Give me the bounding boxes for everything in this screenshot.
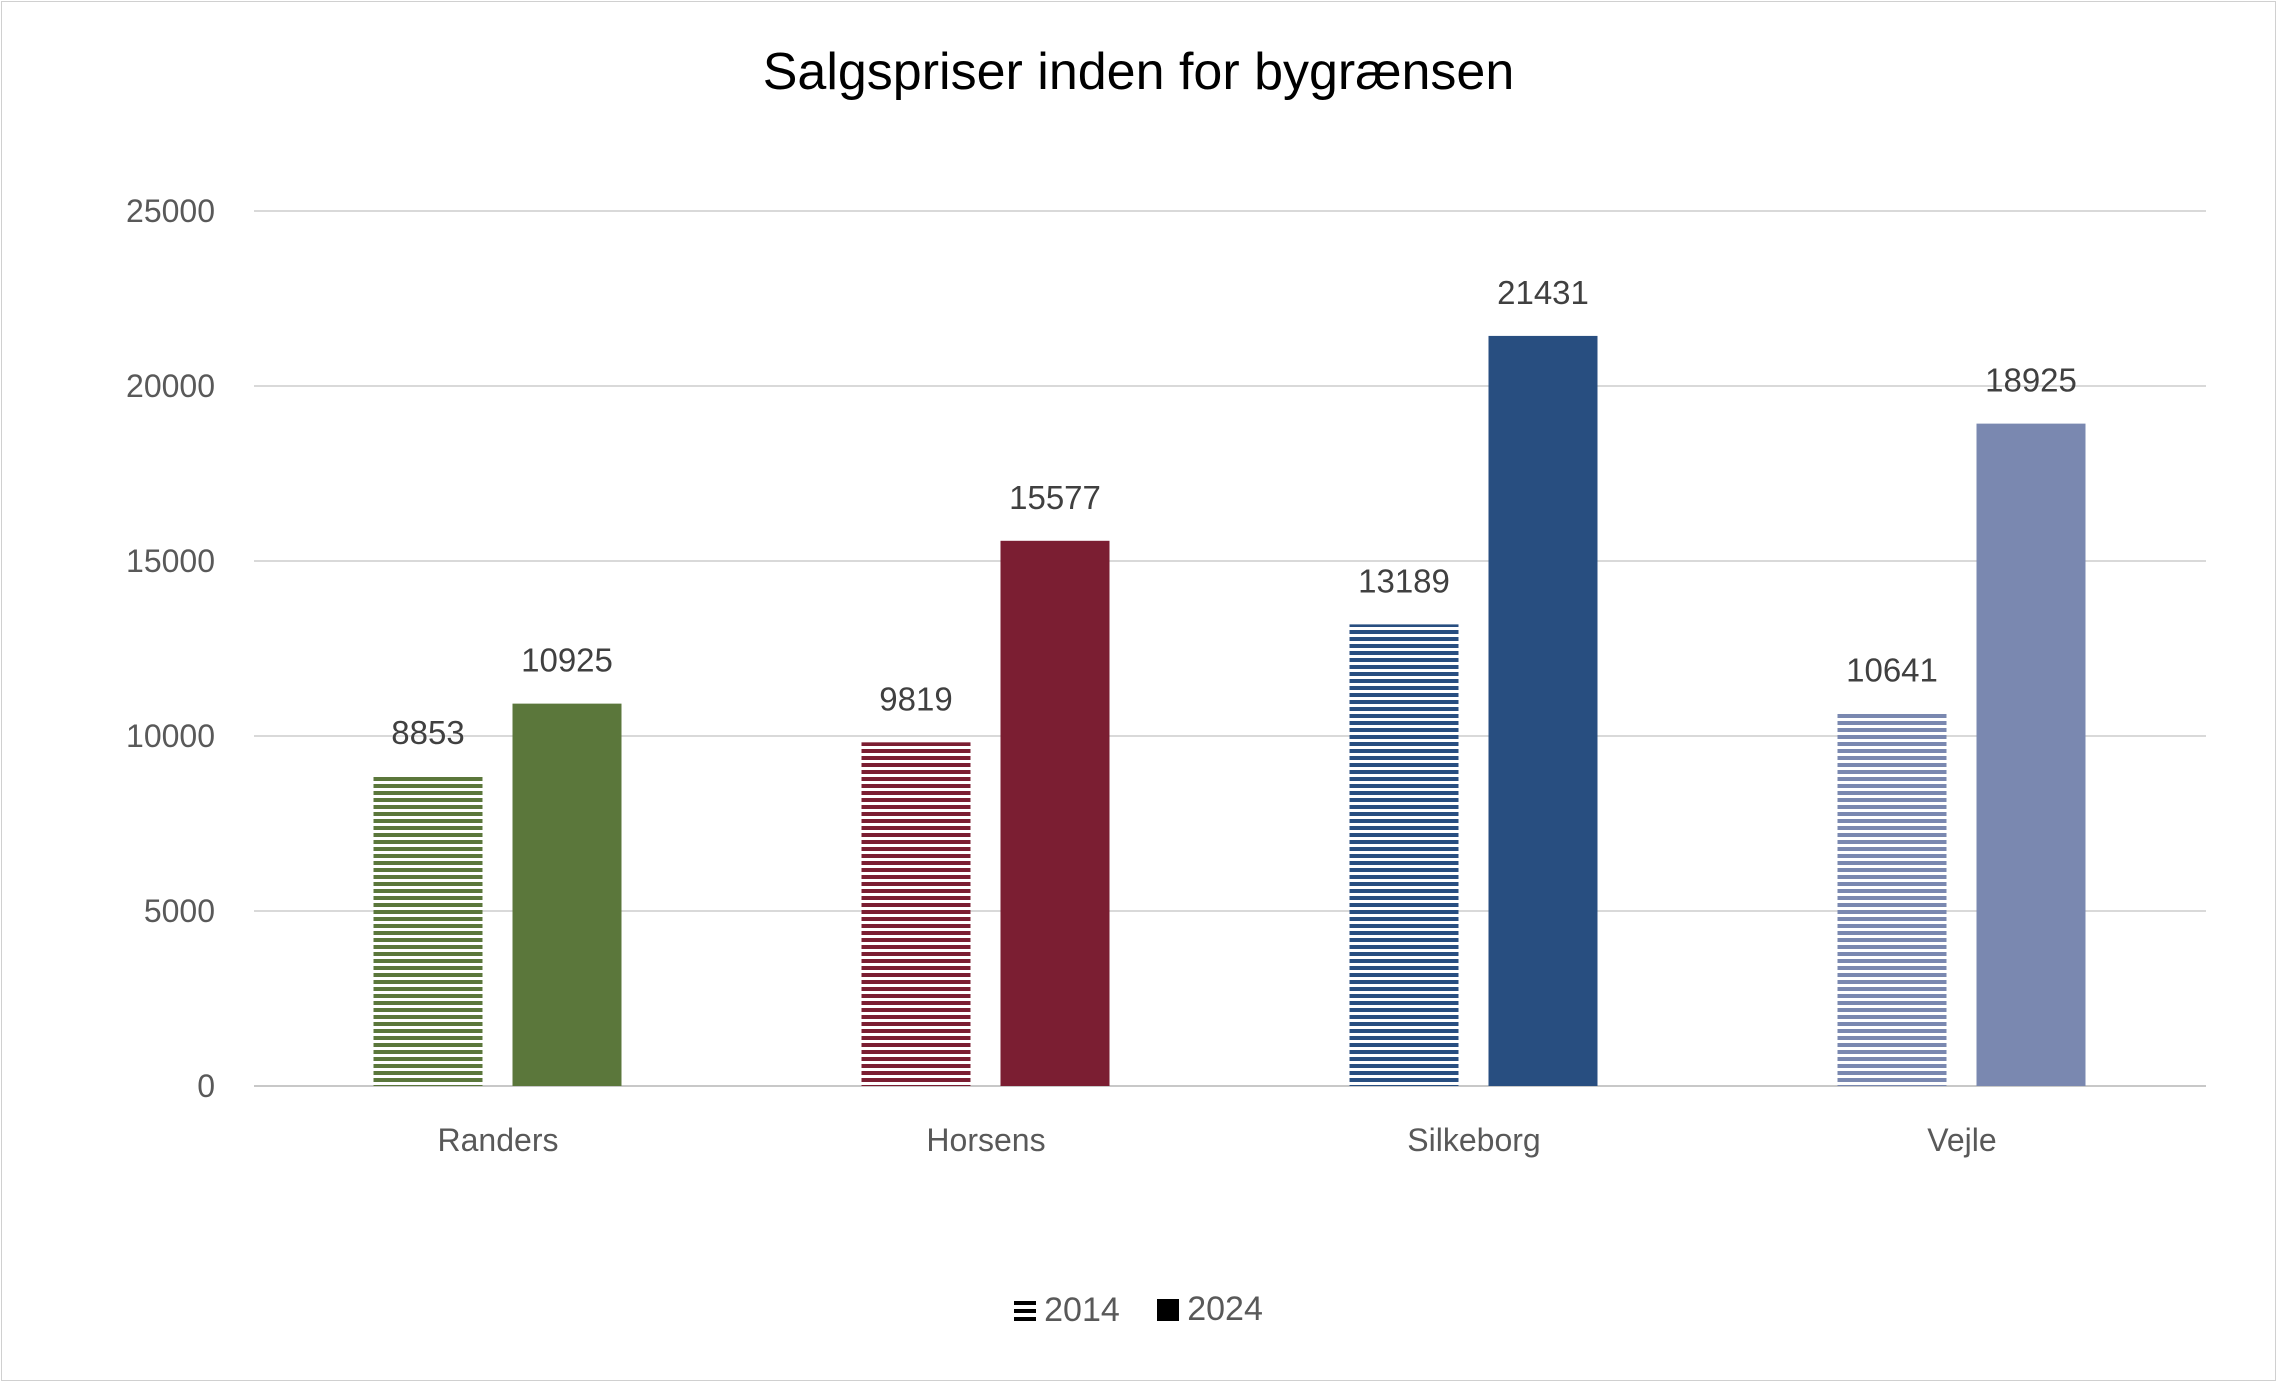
bar-2014-silkeborg <box>1349 624 1459 1086</box>
legend-item-2024: 2024 <box>1157 1290 1263 1329</box>
legend-label: 2024 <box>1187 1290 1263 1328</box>
bar-2024-silkeborg <box>1488 335 1598 1086</box>
y-tick-label: 0 <box>197 1068 215 1104</box>
data-label: 10641 <box>1846 652 1938 689</box>
y-tick-label: 25000 <box>126 193 215 229</box>
legend-swatch-striped <box>1014 1300 1037 1321</box>
x-tick-label: Silkeborg <box>1407 1122 1540 1158</box>
data-label: 9819 <box>879 680 952 717</box>
legend-item-2014: 2014 <box>1014 1291 1120 1330</box>
legend: 2014 2024 <box>0 1290 2277 1330</box>
y-tick-label: 10000 <box>126 718 215 754</box>
y-tick-label: 5000 <box>144 893 215 929</box>
y-tick-label: 15000 <box>126 543 215 579</box>
bar-2024-horsens <box>1000 540 1110 1086</box>
legend-label: 2014 <box>1044 1291 1120 1329</box>
data-label: 18925 <box>1985 362 2077 399</box>
bar-2014-vejle <box>1837 713 1947 1086</box>
legend-swatch-solid <box>1157 1298 1180 1321</box>
bar-2024-vejle <box>1976 423 2086 1086</box>
data-label: 15577 <box>1009 479 1101 516</box>
bar-2024-randers <box>512 703 622 1086</box>
x-tick-label: Vejle <box>1927 1122 1996 1158</box>
data-label: 21431 <box>1497 274 1589 311</box>
x-tick-label: Horsens <box>926 1122 1045 1158</box>
y-tick-label: 20000 <box>126 368 215 404</box>
data-label: 8853 <box>391 714 464 751</box>
data-label: 13189 <box>1358 562 1450 599</box>
x-tick-label: Randers <box>438 1122 559 1158</box>
data-label: 10925 <box>521 642 613 679</box>
bar-2014-randers <box>373 776 483 1086</box>
bar-2014-horsens <box>861 742 971 1086</box>
chart-title: Salgspriser inden for bygrænsen <box>762 43 1515 101</box>
